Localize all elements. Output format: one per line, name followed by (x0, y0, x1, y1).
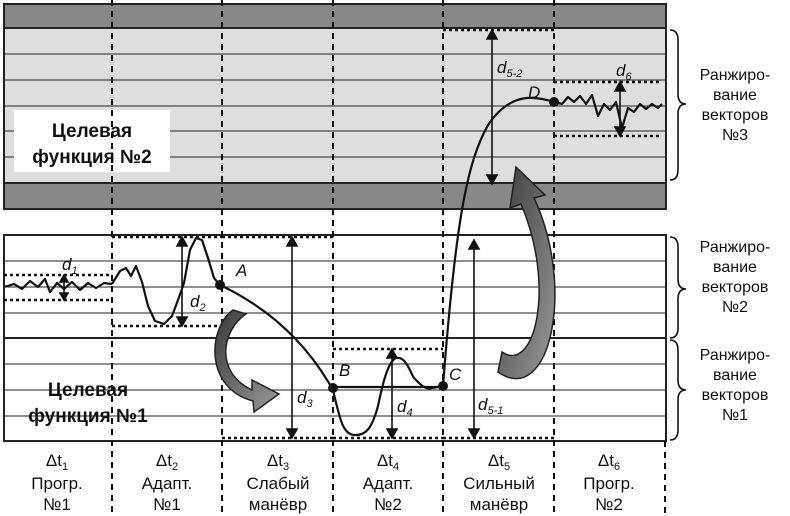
brace-ranking-3 (669, 29, 687, 181)
interval-4-line2: №2 (374, 495, 402, 514)
segment-strong-maneuver (441, 96, 555, 387)
segment-adapt-2 (331, 356, 444, 437)
ranking-1-line2: вание (713, 367, 757, 384)
interval-5-line1: Сильный (463, 474, 535, 493)
ranking-3-line4: №3 (722, 127, 748, 144)
target-function-1-line1: Целевая (48, 380, 128, 401)
interval-6-line1: Прогр. (583, 474, 635, 493)
point-a-marker (215, 280, 225, 290)
interval-1: Δt1 Прогр. №1 (31, 451, 83, 514)
bottom-region (3, 234, 667, 442)
arrow-d4 (385, 347, 399, 440)
point-d-marker (549, 97, 559, 107)
interval-3-line2: манёвр (249, 495, 307, 514)
point-b-label: B (339, 361, 350, 380)
brace-ranking-1 (669, 339, 687, 441)
d6-label: d6 (616, 61, 632, 83)
right-braces (669, 29, 687, 441)
interval-1-line1: Прогр. (31, 474, 83, 493)
segment-program-1 (3, 277, 113, 294)
ranking-2-line2: вание (713, 259, 757, 276)
ranking-3-line1: Ранжиро- (700, 67, 771, 84)
arrow-d1 (58, 273, 70, 302)
interval-2-delta: Δt2 (156, 451, 178, 473)
arrow-d5-2 (485, 28, 499, 186)
interval-2-line2: №1 (153, 495, 181, 514)
d5-1-label: d5-1 (478, 395, 503, 417)
point-labels: A B C D (235, 83, 540, 384)
target-function-1-label: Целевая функция №1 (28, 380, 148, 427)
weak-maneuver-curved-arrow (214, 309, 281, 414)
d4-label: d4 (397, 397, 413, 419)
ranking-3-label: Ранжиро- вание векторов №3 (700, 67, 771, 144)
interval-3: Δt3 Слабый манёвр (246, 451, 309, 514)
interval-6: Δt6 Прогр. №2 (583, 451, 635, 514)
target-function-2-label: Целевая функция №2 (32, 121, 151, 168)
interval-5-delta: Δt5 (488, 451, 510, 473)
interval-3-delta: Δt3 (267, 451, 289, 473)
arrow-d3 (285, 235, 299, 440)
interval-5: Δt5 Сильный манёвр (463, 451, 535, 514)
arrow-d6 (613, 80, 627, 138)
arrow-d5-1 (467, 238, 481, 440)
d3-label: d3 (297, 388, 313, 410)
interval-1-line2: №1 (43, 495, 71, 514)
interval-separators (111, 0, 666, 516)
point-c-marker (438, 381, 448, 391)
segment-program-2 (553, 93, 663, 130)
interval-6-delta: Δt6 (598, 451, 620, 473)
interval-labels: Δt1 Прогр. №1 Δt2 Адапт. №1 Δt3 Слабый м… (31, 451, 635, 514)
interval-2: Δt2 Адапт. №1 (142, 451, 193, 514)
top-region (3, 3, 667, 210)
ranking-1-label: Ранжиро- вание векторов №1 (700, 347, 771, 424)
interval-4-delta: Δt4 (377, 451, 399, 473)
distance-labels: d1 d2 d3 d4 d5-1 d5-2 d6 (62, 58, 632, 419)
point-a-label: A (235, 261, 247, 280)
ranking-3-line2: вание (713, 87, 757, 104)
interval-2-line1: Адапт. (142, 474, 193, 493)
interval-3-line1: Слабый (246, 474, 309, 493)
distance-arrows (58, 28, 627, 440)
interval-4-line1: Адапт. (363, 474, 414, 493)
signal-trajectory (3, 93, 663, 437)
target-function-2-line1: Целевая (52, 121, 132, 142)
ranking-2-line4: №2 (722, 299, 748, 316)
dotted-bounds (4, 28, 662, 440)
target-function-2-line2: функция №2 (32, 147, 151, 168)
point-b-marker (328, 383, 338, 393)
brace-ranking-2 (669, 236, 687, 339)
point-c-label: C (449, 365, 462, 384)
ranking-2-line1: Ранжиро- (700, 239, 771, 256)
d2-label: d2 (190, 292, 206, 314)
strong-maneuver-curved-arrow (497, 165, 556, 380)
interval-5-line2: манёвр (470, 495, 528, 514)
arrow-d2 (175, 235, 189, 328)
interval-6-line2: №2 (595, 495, 623, 514)
point-d-label: D (528, 83, 540, 102)
interval-4: Δt4 Адапт. №2 (363, 451, 414, 514)
d5-2-label: d5-2 (497, 58, 522, 80)
key-points (215, 97, 559, 393)
segment-adapt-1 (111, 236, 221, 326)
ranking-1-line3: векторов (702, 387, 769, 404)
d1-label: d1 (62, 255, 78, 277)
interval-1-delta: Δt1 (46, 451, 68, 473)
ranking-2-label: Ранжиро- вание векторов №2 (700, 239, 771, 316)
ranking-1-line4: №1 (722, 407, 748, 424)
target-function-1-line2: функция №1 (28, 406, 148, 427)
ranking-3-line3: векторов (702, 107, 769, 124)
segment-weak-maneuver (219, 284, 334, 391)
ranking-1-line1: Ранжиро- (700, 347, 771, 364)
ranking-2-line3: векторов (702, 279, 769, 296)
